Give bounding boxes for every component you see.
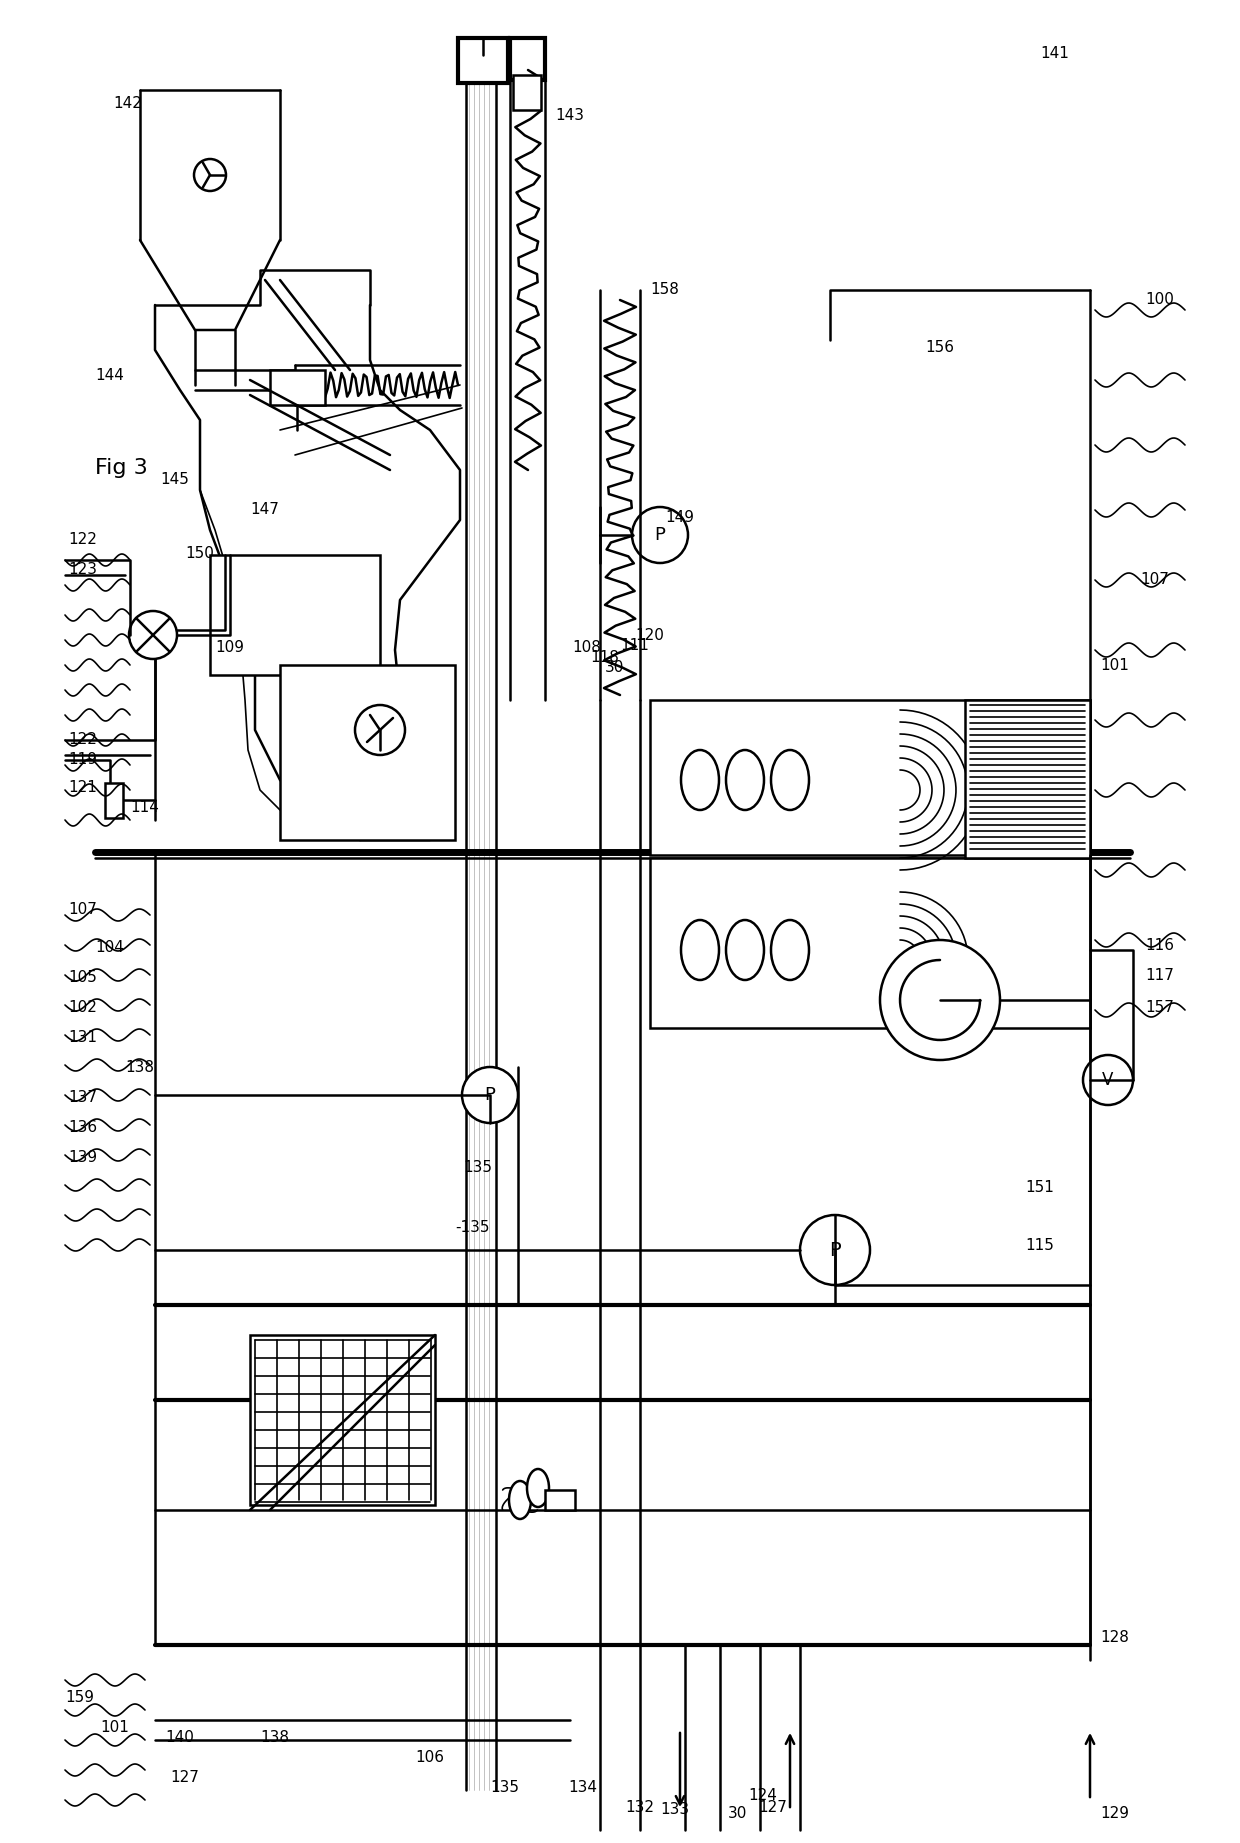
Circle shape [193, 158, 226, 192]
Text: 105: 105 [68, 971, 97, 986]
Text: 107: 107 [68, 903, 97, 918]
Text: 100: 100 [1145, 293, 1174, 308]
Circle shape [880, 940, 999, 1060]
Text: 151: 151 [1025, 1181, 1054, 1196]
Text: 102: 102 [68, 1001, 97, 1015]
Bar [650, 859, 1090, 1028]
Text: 104: 104 [95, 940, 124, 955]
Text: 131: 131 [68, 1030, 97, 1045]
Text: 159: 159 [64, 1690, 94, 1705]
Text: 136: 136 [68, 1121, 97, 1135]
Text: 101: 101 [100, 1721, 129, 1736]
Text: Fig 3: Fig 3 [95, 459, 148, 477]
Text: 149: 149 [665, 511, 694, 525]
Ellipse shape [725, 920, 764, 980]
Text: 128: 128 [1100, 1631, 1128, 1646]
Text: 106: 106 [415, 1751, 444, 1766]
Text: P: P [485, 1086, 496, 1104]
Text: 156: 156 [925, 341, 954, 356]
Ellipse shape [725, 750, 764, 811]
Text: 116: 116 [1145, 938, 1174, 953]
Ellipse shape [527, 1469, 549, 1508]
Text: 150: 150 [185, 546, 213, 560]
Circle shape [1083, 1054, 1133, 1106]
Ellipse shape [681, 920, 719, 980]
Text: 124: 124 [748, 1788, 777, 1802]
Text: 138: 138 [260, 1731, 289, 1745]
Text: 114: 114 [130, 800, 159, 815]
Bar [546, 1489, 575, 1509]
Text: 123: 123 [68, 562, 97, 577]
Text: 158: 158 [650, 282, 678, 297]
Text: 133: 133 [660, 1802, 689, 1817]
Text: 134: 134 [568, 1780, 596, 1795]
Bar [270, 370, 325, 405]
Text: 120: 120 [635, 627, 663, 643]
Text: 101: 101 [1100, 658, 1128, 673]
Text: 135: 135 [463, 1161, 492, 1176]
Bar [965, 700, 1090, 859]
Text: 129: 129 [1100, 1806, 1128, 1821]
Text: -135: -135 [455, 1220, 490, 1235]
Text: 137: 137 [68, 1091, 97, 1106]
Bar [510, 39, 546, 79]
Text: 111: 111 [620, 638, 649, 652]
Bar [458, 39, 508, 83]
Text: 141: 141 [1040, 46, 1069, 61]
Circle shape [632, 507, 688, 562]
Circle shape [355, 706, 405, 756]
Text: 138: 138 [125, 1060, 154, 1076]
Text: 135: 135 [490, 1780, 520, 1795]
Text: 143: 143 [556, 107, 584, 122]
Circle shape [129, 612, 177, 660]
Ellipse shape [508, 1482, 531, 1519]
Ellipse shape [771, 920, 808, 980]
Circle shape [463, 1067, 518, 1122]
Text: 142: 142 [113, 96, 141, 111]
Text: 109: 109 [215, 641, 244, 656]
Text: P: P [655, 525, 666, 544]
Text: 127: 127 [758, 1801, 787, 1815]
Circle shape [800, 1215, 870, 1285]
Text: 117: 117 [1145, 968, 1174, 982]
Text: 115: 115 [1025, 1237, 1054, 1253]
Text: V: V [1102, 1071, 1114, 1089]
Bar [280, 665, 455, 840]
Text: 107: 107 [1140, 573, 1169, 588]
Text: 30: 30 [728, 1806, 748, 1821]
Text: 157: 157 [1145, 1001, 1174, 1015]
Text: 122: 122 [68, 732, 97, 748]
Text: 144: 144 [95, 367, 124, 383]
Bar [250, 1334, 435, 1506]
Text: 119: 119 [68, 752, 97, 767]
Bar [210, 555, 379, 675]
Text: 132: 132 [625, 1801, 653, 1815]
Text: 127: 127 [170, 1771, 198, 1786]
Bar [105, 783, 123, 818]
Text: 147: 147 [250, 503, 279, 518]
Text: 30: 30 [605, 660, 625, 676]
Text: P: P [830, 1240, 841, 1259]
Ellipse shape [771, 750, 808, 811]
Text: 122: 122 [68, 533, 97, 547]
Ellipse shape [681, 750, 719, 811]
Text: 140: 140 [165, 1731, 193, 1745]
Bar [513, 76, 541, 111]
Text: 121: 121 [68, 780, 97, 796]
Text: 139: 139 [68, 1150, 97, 1165]
Text: 108: 108 [572, 641, 601, 656]
Text: 118: 118 [590, 651, 619, 665]
Bar [650, 700, 1090, 855]
Text: 145: 145 [160, 472, 188, 488]
